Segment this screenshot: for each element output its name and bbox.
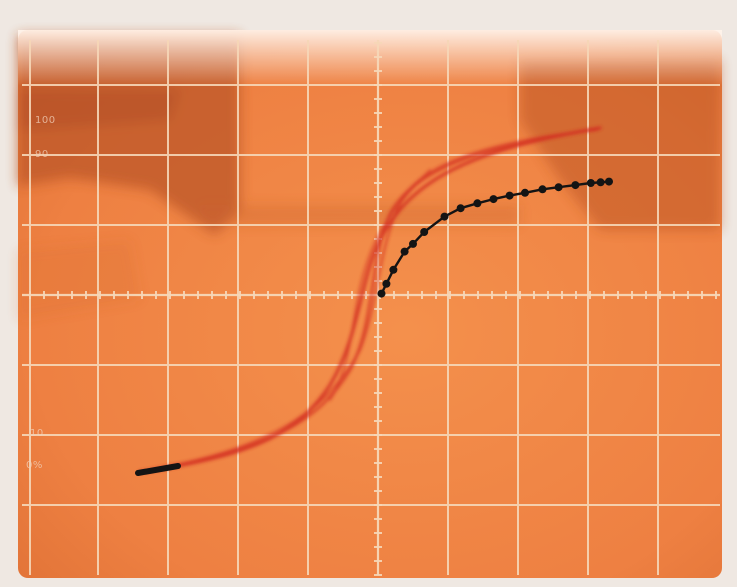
trace-point [554, 183, 563, 192]
trace-point [420, 228, 429, 236]
trace-point [382, 279, 391, 288]
trace-point [440, 212, 449, 221]
trace-point [538, 185, 547, 194]
label-top-b: 90 [35, 149, 49, 160]
trace-point [409, 239, 417, 248]
trace-point [377, 289, 386, 298]
trace-point [605, 177, 613, 186]
trace-point [400, 247, 409, 256]
label-bottom-a: 10 [30, 428, 44, 439]
black-trace-tail [135, 463, 181, 476]
hysteresis-branch [148, 127, 600, 472]
graticule-grid [22, 40, 720, 575]
hysteresis-branch [158, 128, 598, 470]
trace-point [505, 191, 514, 200]
trace-point [596, 178, 605, 187]
trace-point [473, 199, 482, 208]
screen-glare [18, 30, 722, 86]
label-bottom-b: 0% [26, 460, 43, 471]
trace-point [521, 188, 529, 197]
trace-point [586, 179, 595, 187]
trace-point [571, 181, 580, 190]
trace-point [489, 195, 498, 204]
hysteresis-trace-red [138, 126, 602, 474]
black-trace-points [377, 177, 613, 298]
label-top-a: 100 [35, 115, 56, 126]
trace-point [389, 265, 398, 274]
hysteresis-branch [329, 169, 431, 401]
trace-point [456, 204, 465, 213]
